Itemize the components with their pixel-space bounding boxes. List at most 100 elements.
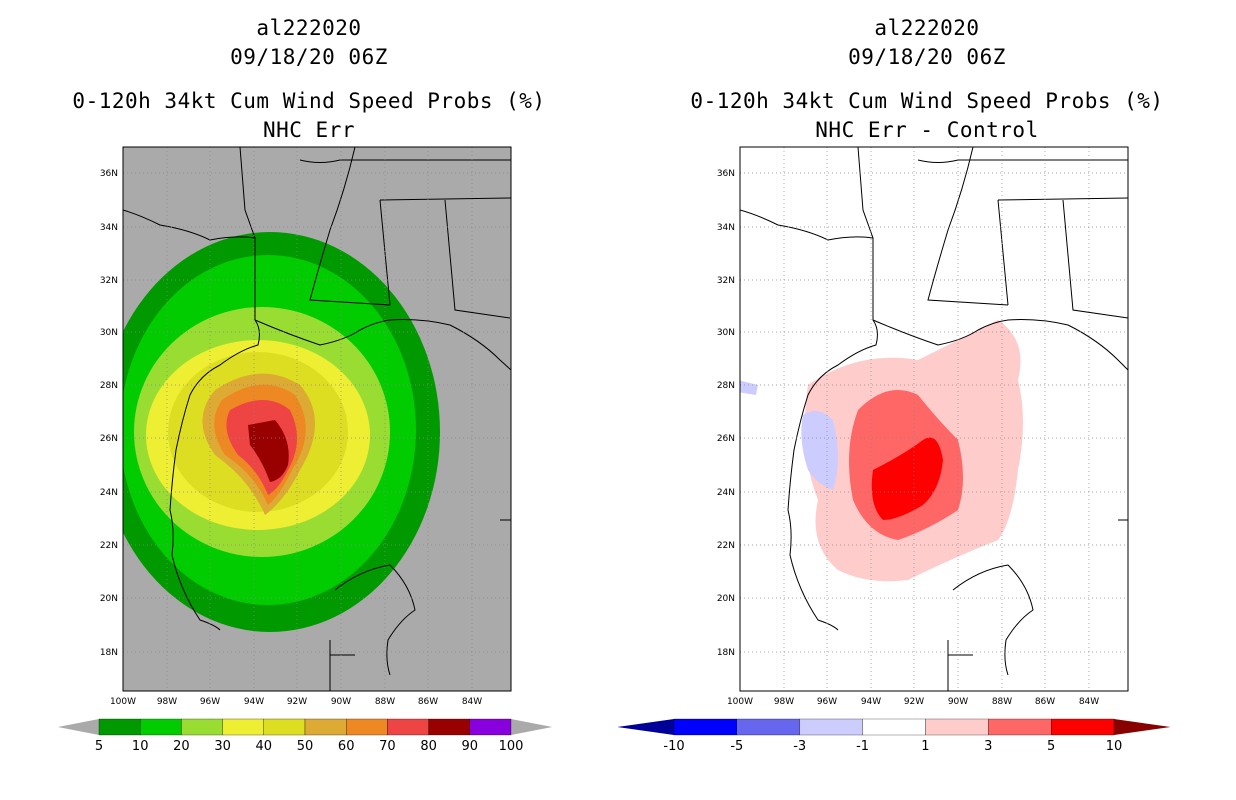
contour-neg-1	[801, 411, 838, 490]
lon-tick: 84W	[462, 697, 482, 707]
map-frame	[739, 146, 1129, 692]
colorbar-swatch	[304, 718, 347, 736]
colorbar-label: 3	[984, 739, 992, 754]
colorbar-label: 40	[256, 739, 273, 754]
colorbar: -10 -5 -3 -1 1 3 5 10	[618, 718, 1171, 754]
colorbar-swatch	[862, 718, 926, 736]
lat-tick: 32N	[717, 276, 735, 286]
lat-tick: 36N	[100, 169, 118, 179]
lat-tick: 30N	[717, 328, 735, 338]
colorbar-label: -3	[793, 739, 806, 754]
lat-tick: 24N	[100, 488, 118, 498]
probability-map: 36N 34N 32N 30N 28N 26N 24N 22N 20N 18N …	[57, 146, 553, 754]
lon-tick: 84W	[1079, 697, 1099, 707]
gridlines	[123, 147, 511, 691]
colorbar-swatch	[925, 718, 989, 736]
subtitle: NHC Err	[262, 118, 355, 142]
colorbar-label: 1	[921, 739, 929, 754]
lat-tick: 24N	[717, 488, 735, 498]
colorbar-label: 10	[132, 739, 149, 754]
datetime: 09/18/20 06Z	[230, 45, 388, 69]
colorbar-label: 70	[379, 739, 396, 754]
colorbar-label: 100	[499, 739, 524, 754]
lat-tick: 20N	[717, 594, 735, 604]
datetime: 09/18/20 06Z	[848, 45, 1006, 69]
colorbar-label: 80	[420, 739, 437, 754]
probability-contours	[123, 232, 440, 632]
lat-axis: 36N 34N 32N 30N 28N 26N 24N 22N 20N 18N	[717, 169, 735, 658]
lat-tick: 28N	[100, 381, 118, 391]
lat-tick: 28N	[717, 381, 735, 391]
colorbar-swatch	[736, 718, 800, 736]
colorbar-label: 90	[462, 739, 479, 754]
lon-tick: 100W	[110, 697, 136, 707]
coastlines	[740, 147, 1128, 691]
colorbar-swatch	[98, 718, 141, 736]
colorbar-swatch	[1050, 718, 1115, 736]
colorbar-label: 50	[297, 739, 314, 754]
lon-tick: 94W	[861, 697, 881, 707]
colorbar-label: 10	[1106, 739, 1123, 754]
lat-tick: 26N	[717, 434, 735, 444]
lat-tick: 22N	[717, 541, 735, 551]
gridlines	[740, 147, 1128, 691]
subtitle: NHC Err - Control	[815, 118, 1039, 142]
lat-tick: 18N	[100, 648, 118, 658]
right-panel: al222020 09/18/20 06Z 0-120h 34kt Cum Wi…	[618, 0, 1236, 800]
difference-map: 36N 34N 32N 30N 28N 26N 24N 22N 20N 18N …	[618, 146, 1171, 754]
colorbar-min-arrow	[57, 719, 99, 735]
lat-axis: 36N 34N 32N 30N 28N 26N 24N 22N 20N 18N	[100, 169, 118, 658]
lat-tick: 36N	[717, 169, 735, 179]
colorbar-swatch	[181, 718, 223, 736]
lon-tick: 96W	[817, 697, 837, 707]
colorbar-label: -5	[730, 739, 743, 754]
colorbar-swatch	[263, 718, 306, 736]
contour-5-red	[871, 437, 943, 520]
lon-tick: 100W	[727, 697, 753, 707]
lon-tick: 98W	[157, 697, 177, 707]
lon-tick: 98W	[774, 697, 794, 707]
colorbar-label: 20	[173, 739, 190, 754]
colorbar-label: 60	[338, 739, 355, 754]
lon-tick: 88W	[992, 697, 1012, 707]
colorbar-label: -10	[663, 739, 684, 754]
contour-neg-1b	[740, 380, 758, 395]
colorbar-swatch	[988, 718, 1052, 736]
contour-80	[248, 420, 289, 482]
map-frame	[122, 146, 512, 692]
lat-tick: 32N	[100, 276, 118, 286]
product-title: 0-120h 34kt Cum Wind Speed Probs (%)	[72, 89, 546, 113]
colorbar-swatch	[469, 718, 512, 736]
colorbar-swatch	[673, 718, 738, 736]
lat-tick: 34N	[717, 223, 735, 233]
colorbar-max-arrow	[1114, 719, 1171, 735]
lat-tick: 34N	[100, 223, 118, 233]
colorbar-label: -1	[856, 739, 869, 754]
colorbar-swatch	[387, 718, 429, 736]
lon-axis: 100W 98W 96W 94W 92W 90W 88W 86W 84W	[727, 697, 1099, 707]
lat-tick: 18N	[717, 648, 735, 658]
lon-tick: 92W	[904, 697, 924, 707]
colorbar-swatch	[428, 718, 470, 736]
colorbar-swatch	[222, 718, 264, 736]
lat-tick: 30N	[100, 328, 118, 338]
colorbar: 5 10 20 30 40 50 60 70 80 90 100	[57, 718, 553, 754]
colorbar-max-arrow	[511, 719, 553, 735]
colorbar-label: 5	[1047, 739, 1055, 754]
colorbar-label: 5	[95, 739, 103, 754]
product-title: 0-120h 34kt Cum Wind Speed Probs (%)	[690, 89, 1164, 113]
lon-tick: 94W	[244, 697, 264, 707]
coastlines	[123, 147, 511, 691]
lon-tick: 86W	[1035, 697, 1055, 707]
lat-tick: 20N	[100, 594, 118, 604]
lon-tick: 90W	[948, 697, 968, 707]
colorbar-swatch	[140, 718, 182, 736]
colorbar-min-arrow	[618, 719, 674, 735]
left-panel: al222020 09/18/20 06Z 0-120h 34kt Cum Wi…	[57, 16, 553, 754]
storm-id: al222020	[256, 16, 362, 40]
storm-id: al222020	[874, 16, 980, 40]
lon-tick: 88W	[375, 697, 395, 707]
lat-tick: 22N	[100, 541, 118, 551]
colorbar-label: 30	[214, 739, 231, 754]
lon-tick: 92W	[287, 697, 307, 707]
